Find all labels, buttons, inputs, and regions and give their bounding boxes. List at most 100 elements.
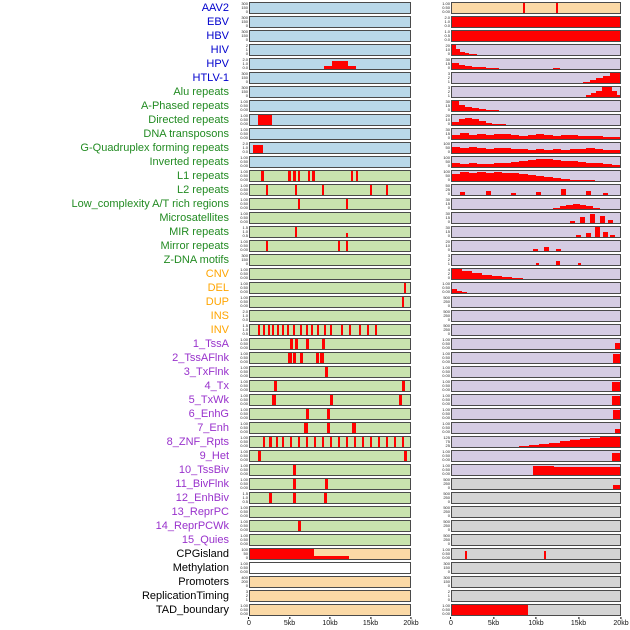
density-bar (462, 292, 468, 294)
density-bar (456, 49, 461, 56)
y-tick-label: 0 (447, 51, 450, 56)
right-panel-yticks: 50 25 0 (435, 184, 451, 196)
density-bar (258, 114, 273, 126)
right-track-panel (451, 575, 621, 589)
y-tick-label: 3 (447, 71, 450, 76)
density-bar (274, 380, 278, 392)
y-tick-label: 0 (447, 597, 450, 602)
left-track-panel (249, 1, 411, 15)
right-panel-yticks: 100 50 0 (435, 156, 451, 168)
density-bar (306, 436, 309, 448)
density-bar (315, 352, 319, 364)
y-tick-label: 1.00 (240, 113, 248, 118)
density-bar (346, 240, 349, 252)
density-bar (611, 91, 617, 98)
y-tick-label: 0.50 (240, 187, 248, 192)
density-bar (307, 170, 310, 182)
left-panel-yticks: 300 150 0 (233, 2, 249, 14)
y-tick-label: 3 (447, 253, 450, 258)
y-tick-label: 1.0 (242, 313, 248, 318)
left-panel-yticks: 1.5 1.0 0.5 (233, 324, 249, 336)
track-label: 14_ReprPCWk (155, 520, 229, 532)
x-axis-row: 0 5kb 10kb 15kb 20kb 0 5kb 10kb 15kb 20kb (0, 617, 630, 630)
density-bar (346, 436, 349, 448)
track-label: HIV (210, 44, 229, 56)
density-bar (594, 135, 604, 140)
density-bar (314, 436, 317, 448)
y-tick-label: 0 (447, 149, 450, 154)
density-bar (603, 192, 609, 196)
density-bar (338, 436, 341, 448)
right-track-panel (451, 421, 621, 435)
y-tick-label: 250 (443, 509, 450, 514)
density-bar (452, 121, 459, 126)
y-tick-label: 1.5 (242, 225, 248, 230)
density-bar (398, 394, 402, 406)
y-tick-label: 30 (445, 127, 450, 132)
left-panel-yticks: 1.00 0.50 0.00 (233, 464, 249, 476)
right-track-panel (451, 267, 621, 281)
density-bar (606, 86, 612, 98)
y-tick-label: 0.00 (240, 121, 248, 126)
density-bar (269, 436, 272, 448)
density-bar (561, 135, 570, 140)
y-tick-label: 0.00 (240, 429, 248, 434)
density-bar (527, 134, 536, 140)
y-tick-label: 50 (445, 159, 450, 164)
y-tick-label: 0 (447, 583, 450, 588)
left-track-panel (249, 57, 411, 71)
track-label: 10_TssBiv (178, 464, 229, 476)
density-bar (552, 149, 562, 154)
y-tick-label: 0 (447, 513, 450, 518)
right-track-panel (451, 43, 621, 57)
left-track-panel (249, 477, 411, 491)
right-track-panel (451, 85, 621, 99)
track-label: 5_TxWk (188, 394, 229, 406)
density-bar (499, 110, 506, 112)
right-track-panel (451, 323, 621, 337)
density-bar (598, 467, 620, 476)
density-bar (477, 134, 486, 140)
track-label: 1_TssA (192, 338, 229, 350)
right-panel-yticks: 100 50 0 (435, 142, 451, 154)
density-bar (552, 68, 560, 70)
density-bar (494, 163, 503, 168)
y-tick-label: 1.0 (242, 495, 248, 500)
density-bar (586, 95, 592, 98)
density-bar (306, 324, 308, 336)
left-track-panel (249, 113, 411, 127)
right-track-panel (451, 127, 621, 141)
y-tick-label: 0.50 (240, 411, 248, 416)
left-panel-yticks: 300 150 0 (233, 72, 249, 84)
track-row: 2_TssAFlnk 1.00 0.50 0.00 1.00 0.50 0.00 (0, 351, 630, 365)
density-bar (460, 133, 469, 140)
left-panel-yticks: 1.00 0.50 0.00 (233, 520, 249, 532)
y-tick-label: 300 (241, 253, 248, 258)
density-bar (258, 450, 262, 462)
density-bar (374, 324, 377, 336)
y-tick-label: 500 (443, 533, 450, 538)
left-panel-yticks: 2.0 1.0 0.0 (233, 310, 249, 322)
density-bar (402, 436, 405, 448)
left-track-panel (249, 71, 411, 85)
density-bar (494, 148, 503, 154)
track-row: HPV 2.0 1.0 0.0 30 15 0 (0, 57, 630, 71)
density-bar (596, 78, 604, 84)
y-tick-label: 0 (245, 51, 248, 56)
y-tick-label: 0.50 (240, 159, 248, 164)
left-panel-yticks: 1.00 0.50 0.00 (233, 562, 249, 574)
track-label: DUP (205, 296, 229, 308)
left-panel-yticks: 1.00 0.50 0.00 (233, 128, 249, 140)
y-tick-label: 0 (245, 261, 248, 266)
left-track-panel (249, 421, 411, 435)
density-bar (331, 61, 340, 70)
y-tick-label: 1.00 (240, 365, 248, 370)
density-bar (569, 220, 575, 224)
track-label: MIR repeats (169, 226, 229, 238)
density-bar (544, 551, 547, 560)
track-label: Alu repeats (173, 86, 229, 98)
y-tick-label: 1.00 (240, 169, 248, 174)
y-tick-label: 1.00 (240, 211, 248, 216)
